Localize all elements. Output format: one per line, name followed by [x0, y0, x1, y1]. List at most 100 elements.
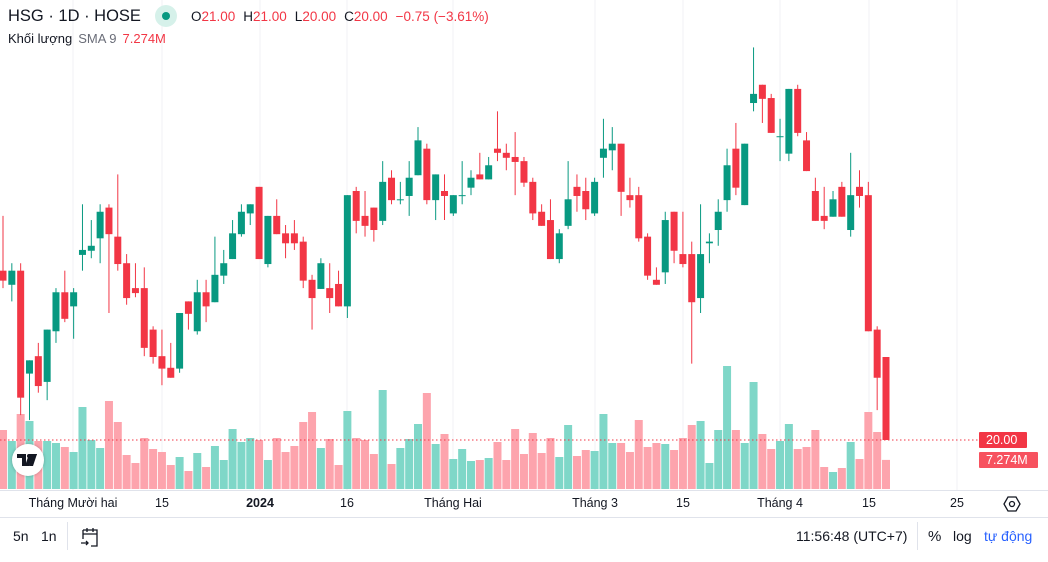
candle-body	[432, 174, 440, 201]
candle-body	[149, 329, 157, 357]
volume-bar	[122, 455, 131, 489]
volume-bar	[202, 467, 211, 489]
volume-bar	[255, 440, 264, 489]
candle	[308, 274, 316, 330]
candle-body	[273, 215, 281, 235]
volume-bar	[749, 382, 758, 489]
goto-date-icon[interactable]	[79, 526, 101, 548]
candle-body	[811, 191, 819, 221]
volume-bar	[157, 452, 166, 489]
candle	[582, 177, 590, 221]
candle-body	[25, 360, 33, 374]
candle-body	[123, 263, 131, 299]
volume-bar	[643, 447, 652, 489]
candle-body	[176, 313, 184, 369]
volume-bar	[793, 449, 802, 489]
candle-body	[485, 165, 493, 180]
candle-body	[608, 143, 616, 151]
candle-body	[202, 292, 210, 307]
candle-body	[758, 84, 766, 99]
last-volume-label: 7.274M	[979, 452, 1038, 468]
volume-bar	[519, 454, 528, 489]
candle-body	[670, 211, 678, 251]
candle	[803, 132, 811, 172]
candle	[652, 267, 660, 285]
percent-toggle[interactable]: %	[928, 528, 942, 545]
candle-body	[661, 220, 669, 273]
volume-bar	[652, 443, 661, 489]
candle	[273, 199, 281, 235]
candle-body	[520, 161, 528, 183]
candle	[131, 263, 139, 298]
settings-icon[interactable]	[1003, 495, 1021, 513]
candle-body	[43, 329, 51, 382]
candle	[379, 161, 387, 226]
volume-bar	[131, 463, 140, 489]
candle	[96, 204, 104, 264]
range-1y-button[interactable]: 1n	[41, 528, 57, 544]
candle	[776, 118, 784, 162]
candle	[193, 279, 201, 335]
candle-body	[864, 195, 872, 332]
divider	[917, 522, 918, 550]
candle-body	[750, 93, 758, 104]
candle-body	[820, 215, 828, 221]
volume-bar	[219, 460, 228, 489]
symbol-title[interactable]: HSG · 1D · HOSE	[8, 6, 141, 25]
volume-bar	[458, 449, 467, 489]
candle-body	[617, 143, 625, 192]
candle	[78, 204, 86, 271]
candle	[467, 170, 475, 196]
candle	[485, 156, 493, 180]
candle	[511, 132, 519, 196]
candle	[441, 174, 448, 221]
volume-legend[interactable]: Khối lượng SMA 9 7.274M	[8, 31, 166, 46]
candle	[608, 127, 616, 171]
volume-bar	[166, 465, 175, 489]
time-axis-label: 2024	[246, 496, 274, 510]
volume-bar	[829, 472, 838, 489]
candle-body	[705, 241, 713, 244]
volume-bar	[210, 446, 219, 489]
range-5y-button[interactable]: 5n	[13, 528, 29, 544]
candle-body	[502, 152, 510, 158]
candle-body	[449, 195, 457, 214]
auto-scale-toggle[interactable]: tự động	[984, 528, 1033, 544]
low-label: L	[294, 8, 303, 24]
candle	[388, 170, 396, 205]
tradingview-logo[interactable]	[12, 444, 44, 476]
volume-bar	[149, 449, 158, 489]
candle-body	[679, 254, 687, 265]
candle-body	[873, 329, 881, 378]
open-value: 21.00	[201, 8, 236, 24]
candle-body	[167, 367, 175, 378]
candle-body	[767, 98, 775, 133]
volume-bar	[299, 422, 308, 489]
volume-bar	[405, 439, 414, 489]
bottom-bar-border	[0, 517, 1048, 518]
candle-body	[255, 186, 263, 260]
volume-bar	[511, 429, 520, 489]
volume-bar	[281, 452, 290, 489]
candle	[211, 236, 219, 303]
volume-bar	[175, 457, 184, 489]
volume-bar	[731, 430, 740, 489]
volume-bar	[740, 443, 749, 489]
candle	[493, 111, 501, 162]
candle	[290, 220, 298, 250]
volume-bar	[228, 429, 237, 489]
volume-bar	[43, 441, 52, 489]
ohlc-values: O21.00 H21.00 L20.00 C20.00 −0.75 (−3.61…	[191, 9, 489, 24]
candle-body	[838, 186, 846, 217]
candle	[70, 288, 78, 339]
log-toggle[interactable]: log	[953, 528, 972, 544]
volume-bar	[537, 453, 546, 489]
market-status-icon	[154, 5, 177, 27]
candle	[299, 236, 307, 289]
candle	[635, 186, 643, 242]
candle-body	[114, 236, 122, 265]
clock-timezone[interactable]: 11:56:48 (UTC+7)	[796, 528, 908, 544]
volume-bar	[369, 454, 378, 489]
candle-body	[34, 356, 42, 387]
